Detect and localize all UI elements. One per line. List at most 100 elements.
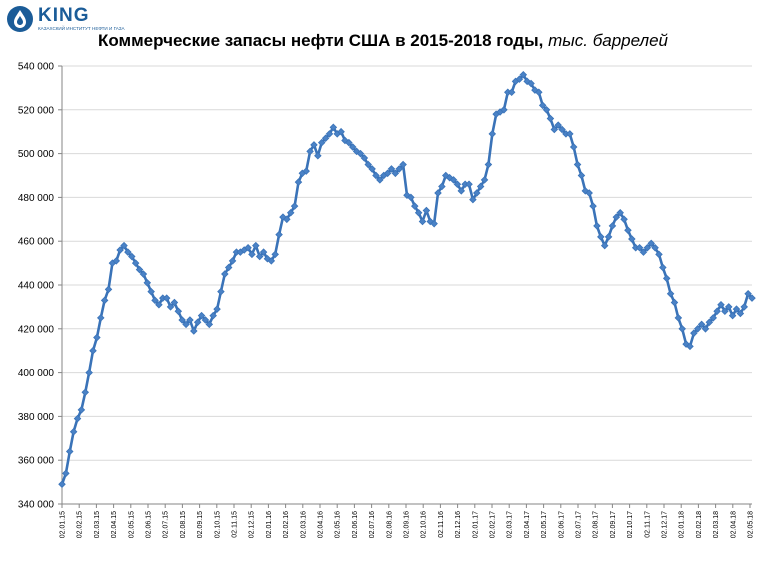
data-point <box>193 318 202 326</box>
data-point <box>647 239 655 248</box>
data-point <box>317 138 326 147</box>
data-point <box>717 300 725 309</box>
data-point <box>368 165 376 173</box>
data-point <box>434 189 442 197</box>
data-point <box>255 252 264 261</box>
data-point <box>352 147 361 156</box>
x-tick-label: 02.08.16 <box>386 511 393 538</box>
data-point <box>690 329 698 337</box>
data-point <box>399 160 407 169</box>
data-point <box>174 307 183 316</box>
data-point <box>205 320 214 329</box>
x-tick-label: 02.06.16 <box>352 511 359 538</box>
data-point <box>139 270 148 278</box>
chart-title-main: Коммерческие запасы нефти США в 2015-201… <box>97 31 544 50</box>
data-point <box>558 125 566 134</box>
data-point <box>484 160 493 169</box>
data-point <box>81 388 90 397</box>
y-tick-label: 380 000 <box>18 412 55 423</box>
data-point <box>294 178 303 186</box>
data-point <box>538 101 547 110</box>
data-point <box>209 311 217 320</box>
data-point <box>535 88 543 97</box>
data-point <box>267 257 276 265</box>
data-point <box>678 325 686 333</box>
x-axis: 02.01.15 02.02.15 02.03.15 02.04.15 02.05.15… <box>60 503 755 538</box>
data-point <box>550 125 559 134</box>
data-point <box>566 130 574 138</box>
data-point <box>131 259 140 267</box>
data-point <box>655 250 663 259</box>
data-point <box>604 233 613 241</box>
data-point <box>376 176 384 184</box>
chart-title: Коммерческие запасы нефти США в 2015-201… <box>0 31 766 51</box>
data-point <box>306 147 314 156</box>
data-point <box>500 106 508 114</box>
data-point <box>643 244 652 252</box>
x-tick-label: 02.12.16 <box>455 511 462 538</box>
data-point <box>693 325 702 333</box>
data-point <box>135 265 144 274</box>
y-tick-label: 500 000 <box>18 149 55 160</box>
data-point <box>721 307 729 316</box>
x-tick-label: 02.09.16 <box>404 511 411 538</box>
data-point <box>453 180 462 189</box>
y-tick-label: 400 000 <box>18 368 55 379</box>
data-point <box>585 189 593 197</box>
x-tick-label: 02.05.15 <box>128 511 135 538</box>
data-point <box>259 248 268 256</box>
x-tick-label: 02.09.15 <box>197 511 204 538</box>
data-point <box>143 279 152 287</box>
y-tick-label: 540 000 <box>18 62 55 73</box>
y-tick-label: 420 000 <box>18 324 55 335</box>
data-point <box>515 75 524 83</box>
data-point <box>476 182 485 191</box>
data-point <box>248 250 256 259</box>
y-tick-label: 440 000 <box>18 281 55 292</box>
data-point <box>228 257 237 265</box>
data-point <box>286 208 295 217</box>
data-point <box>77 406 86 414</box>
data-point <box>480 176 489 184</box>
data-point <box>170 298 179 307</box>
data-point <box>213 305 221 313</box>
x-tick-label: 02.06.15 <box>146 511 153 538</box>
data-point <box>612 213 621 221</box>
data-point <box>271 250 279 259</box>
data-point <box>527 79 535 88</box>
data-point <box>395 165 404 173</box>
data-point <box>147 287 155 296</box>
data-point <box>410 202 419 210</box>
data-point <box>686 342 694 351</box>
data-point <box>569 143 578 151</box>
data-point <box>519 70 528 79</box>
data-point <box>581 187 590 195</box>
x-tick-label: 02.12.17 <box>662 511 669 538</box>
data-point <box>713 307 721 316</box>
data-point <box>387 165 396 173</box>
x-tick-label: 02.11.17 <box>644 511 651 538</box>
y-tick-label: 460 000 <box>18 237 55 248</box>
chart-title-unit: тыс. баррелей <box>548 31 669 50</box>
x-tick-label: 02.06.17 <box>558 511 565 538</box>
data-point <box>151 296 159 305</box>
x-tick-label: 02.03.17 <box>507 511 514 538</box>
data-point <box>190 327 198 335</box>
data-point <box>608 222 617 230</box>
data-point <box>546 114 555 123</box>
data-point <box>224 263 233 272</box>
data-point <box>732 305 741 313</box>
data-point <box>155 300 163 309</box>
data-point <box>314 152 322 160</box>
data-point <box>201 316 210 324</box>
data-point <box>418 217 427 226</box>
x-tick-label: 02.11.16 <box>438 511 445 538</box>
data-point <box>507 88 516 97</box>
x-tick-label: 02.10.17 <box>627 511 634 538</box>
data-point <box>275 230 283 239</box>
data-point <box>666 289 675 298</box>
data-point <box>356 149 365 158</box>
data-point <box>58 480 66 489</box>
x-tick-label: 02.01.16 <box>266 511 273 538</box>
data-point <box>116 246 124 254</box>
